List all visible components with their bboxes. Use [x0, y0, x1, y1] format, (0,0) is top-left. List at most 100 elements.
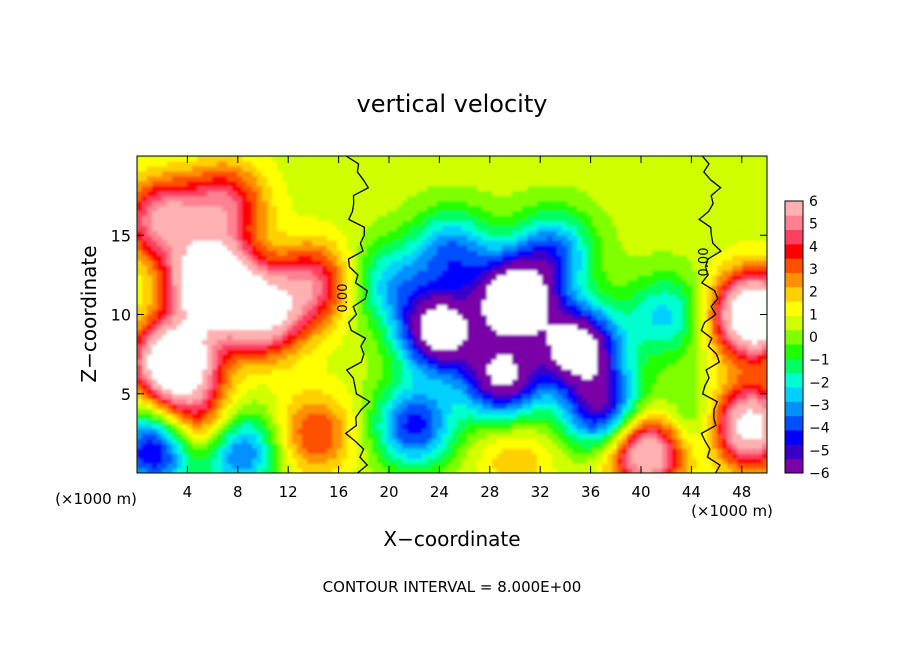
heatmap-cell: [352, 255, 358, 261]
heatmap-cell: [257, 170, 263, 177]
heatmap-cell: [432, 274, 438, 281]
heatmap-cell: [497, 200, 503, 207]
heatmap-cell: [422, 378, 428, 385]
heatmap-cell: [407, 453, 413, 459]
heatmap-cell: [407, 309, 413, 316]
heatmap-cell: [242, 388, 248, 395]
heatmap-cell: [177, 463, 183, 469]
heatmap-cell: [512, 438, 518, 444]
heatmap-cell: [267, 413, 273, 420]
heatmap-cell: [452, 364, 458, 370]
heatmap-cell: [457, 373, 463, 380]
heatmap-cell: [342, 373, 348, 380]
heatmap-cell: [167, 235, 173, 241]
heatmap-cell: [237, 458, 243, 464]
heatmap-cell: [347, 408, 353, 415]
heatmap-cell: [457, 156, 463, 162]
heatmap-cell: [182, 458, 188, 464]
heatmap-cell: [137, 190, 143, 197]
heatmap-cell: [267, 368, 273, 375]
heatmap-cell: [382, 354, 388, 360]
heatmap-cell: [257, 428, 263, 434]
heatmap-cell: [482, 364, 488, 370]
heatmap-cell: [497, 378, 503, 385]
heatmap-cell: [202, 324, 208, 330]
heatmap-cell: [492, 309, 498, 316]
heatmap-cell: [457, 175, 463, 182]
heatmap-cell: [167, 175, 173, 182]
heatmap-cell: [392, 205, 398, 212]
heatmap-cell: [177, 423, 183, 430]
heatmap-cell: [232, 165, 238, 172]
heatmap-cell: [422, 240, 428, 246]
heatmap-cell: [492, 160, 498, 167]
heatmap-cell: [227, 210, 233, 217]
heatmap-cell: [342, 368, 348, 375]
heatmap-cell: [522, 230, 528, 236]
heatmap-cell: [152, 165, 158, 172]
heatmap-cell: [337, 156, 343, 162]
heatmap-cell: [482, 458, 488, 464]
heatmap-cell: [497, 398, 503, 405]
heatmap-cell: [402, 433, 408, 439]
heatmap-cell: [492, 368, 498, 375]
heatmap-cell: [452, 215, 458, 221]
heatmap-cell: [332, 388, 338, 395]
heatmap-cell: [437, 398, 443, 405]
heatmap-cell: [372, 180, 378, 187]
heatmap-cell: [327, 354, 333, 360]
heatmap-cell: [422, 220, 428, 226]
heatmap-cell: [467, 418, 473, 425]
heatmap-cell: [287, 264, 293, 271]
heatmap-cell: [482, 160, 488, 167]
heatmap-cell: [447, 334, 453, 340]
heatmap-cell: [377, 299, 383, 306]
heatmap-cell: [482, 418, 488, 425]
heatmap-cell: [432, 205, 438, 212]
heatmap-cell: [242, 408, 248, 415]
heatmap-cell: [502, 175, 508, 182]
heatmap-cell: [192, 398, 198, 405]
heatmap-cell: [292, 373, 298, 380]
heatmap-cell: [352, 264, 358, 271]
heatmap-cell: [377, 240, 383, 246]
heatmap-cell: [207, 468, 213, 473]
heatmap-cell: [382, 240, 388, 246]
heatmap-cell: [502, 398, 508, 405]
heatmap-cell: [362, 373, 368, 380]
heatmap-cell: [427, 373, 433, 380]
heatmap-cell: [202, 368, 208, 375]
heatmap-cell: [242, 279, 248, 286]
heatmap-cell: [522, 393, 528, 400]
heatmap-cell: [427, 156, 433, 162]
heatmap-cell: [467, 185, 473, 192]
heatmap-cell: [282, 364, 288, 370]
heatmap-cell: [402, 448, 408, 454]
heatmap-cell: [292, 458, 298, 464]
heatmap-cell: [352, 324, 358, 330]
heatmap-cell: [452, 195, 458, 202]
heatmap-cell: [137, 463, 143, 469]
heatmap-cell: [217, 160, 223, 167]
heatmap-cell: [297, 428, 303, 434]
heatmap-cell: [477, 398, 483, 405]
heatmap-cell: [142, 269, 148, 276]
heatmap-cell: [382, 423, 388, 430]
heatmap-cell: [402, 175, 408, 182]
heatmap-cell: [227, 250, 233, 256]
heatmap-cell: [327, 373, 333, 380]
heatmap-cell: [247, 230, 253, 236]
heatmap-cell: [477, 255, 483, 261]
heatmap-cell: [322, 448, 328, 454]
heatmap-cell: [147, 284, 153, 291]
heatmap-cell: [302, 388, 308, 395]
heatmap-cell: [422, 235, 428, 241]
heatmap-cell: [282, 388, 288, 395]
heatmap-cell: [312, 210, 318, 217]
heatmap-cell: [157, 368, 163, 375]
heatmap-cell: [437, 344, 443, 350]
heatmap-cell: [417, 418, 423, 425]
heatmap-cell: [292, 428, 298, 434]
heatmap-cell: [317, 195, 323, 202]
heatmap-cell: [287, 339, 293, 345]
